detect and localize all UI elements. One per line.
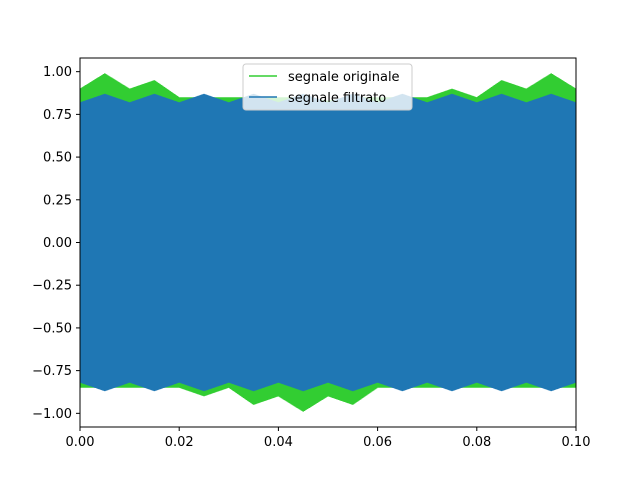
x-tick-label: 0.00	[66, 435, 95, 450]
series-1	[80, 93, 576, 392]
x-tick-label: 0.06	[363, 435, 392, 450]
y-tick-label: −1.00	[32, 407, 72, 422]
x-tick-label: 0.04	[264, 435, 293, 450]
series-line-1	[80, 93, 576, 392]
y-tick-label: −0.50	[32, 321, 72, 336]
legend-box	[242, 63, 413, 111]
legend: segnale originale segnale filtrato	[242, 63, 413, 111]
legend-label-filtered: segnale filtrato	[288, 91, 386, 106]
y-tick-label: 0.75	[43, 108, 72, 123]
y-tick-label: −0.75	[32, 364, 72, 379]
y-tick-label: 0.00	[43, 236, 72, 251]
legend-label-original: segnale originale	[288, 70, 400, 85]
y-tick-label: −0.25	[32, 279, 72, 294]
y-tick-label: 0.25	[43, 193, 72, 208]
plot-area	[80, 73, 576, 412]
x-tick-label: 0.02	[165, 435, 194, 450]
x-tick-label: 0.08	[462, 435, 491, 450]
x-axis: 0.00 0.02 0.04 0.06 0.08 0.10	[66, 427, 591, 450]
y-tick-label: 0.50	[43, 151, 72, 166]
y-axis: 1.00 0.75 0.50 0.25 0.00 −0.25 −0.50 −0.75 −1.00	[32, 65, 80, 422]
x-tick-label: 0.10	[562, 435, 591, 450]
series-layer	[80, 73, 576, 412]
y-tick-label: 1.00	[43, 65, 72, 80]
